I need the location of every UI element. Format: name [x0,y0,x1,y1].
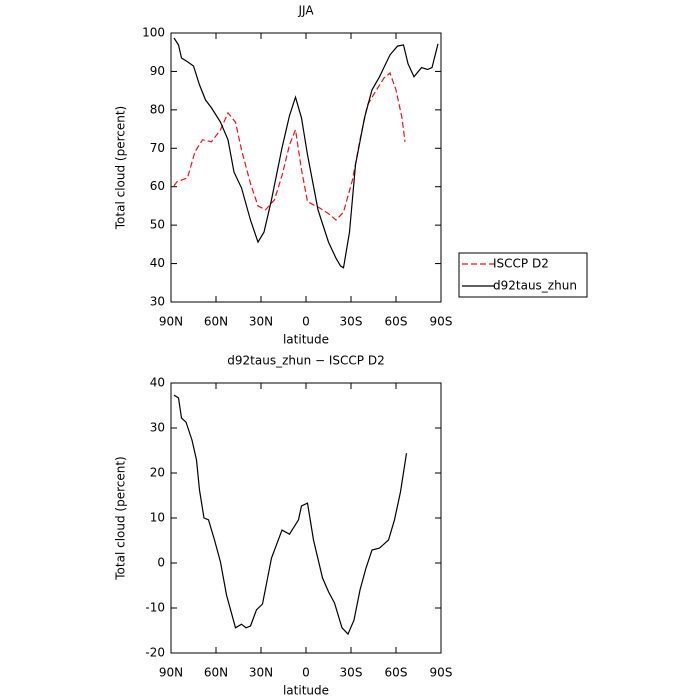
y-tick-label: 60 [150,179,165,193]
series-line [173,37,439,269]
x-tick-label: 30S [340,315,363,329]
chart-title: d92taus_zhun − ISCCP D2 [227,354,384,368]
x-tick-label: 60S [385,666,408,680]
x-tick-label: 30N [249,315,273,329]
y-tick-label: 70 [150,141,165,155]
y-tick-label: -10 [145,601,165,615]
x-tick-label: 90S [430,315,453,329]
x-tick-label: 0 [302,666,310,680]
x-tick-label: 60N [204,315,228,329]
plot-frame [170,32,442,303]
series-line [173,71,406,221]
y-tick-label: -20 [145,646,165,660]
legend-box [458,252,588,298]
legend-label: d92taus_zhun [493,279,577,293]
x-tick-label: 90N [159,666,183,680]
y-tick-label: 10 [150,511,165,525]
y-tick-label: 50 [150,218,165,232]
x-axis-label: latitude [283,333,329,347]
legend-label: ISCCP D2 [493,257,549,271]
y-tick-label: 0 [157,556,165,570]
plot-frame [170,382,442,654]
chart-title: JJA [297,4,314,18]
y-axis-label: Total cloud (percent) [114,456,128,580]
x-tick-label: 60N [204,666,228,680]
y-tick-label: 40 [150,376,165,390]
y-tick-label: 80 [150,102,165,116]
x-tick-label: 30N [249,666,273,680]
y-tick-label: 20 [150,466,165,480]
x-axis-label: latitude [283,684,329,698]
x-tick-label: 90N [159,315,183,329]
y-tick-label: 40 [150,256,165,270]
y-tick-label: 30 [150,421,165,435]
x-tick-label: 60S [385,315,408,329]
y-axis-label: Total cloud (percent) [114,106,128,230]
series-line [173,394,408,636]
x-tick-label: 90S [430,666,453,680]
y-tick-label: 90 [150,64,165,78]
y-tick-label: 100 [142,26,165,40]
x-tick-label: 0 [302,315,310,329]
x-tick-label: 30S [340,666,363,680]
y-tick-label: 30 [150,295,165,309]
